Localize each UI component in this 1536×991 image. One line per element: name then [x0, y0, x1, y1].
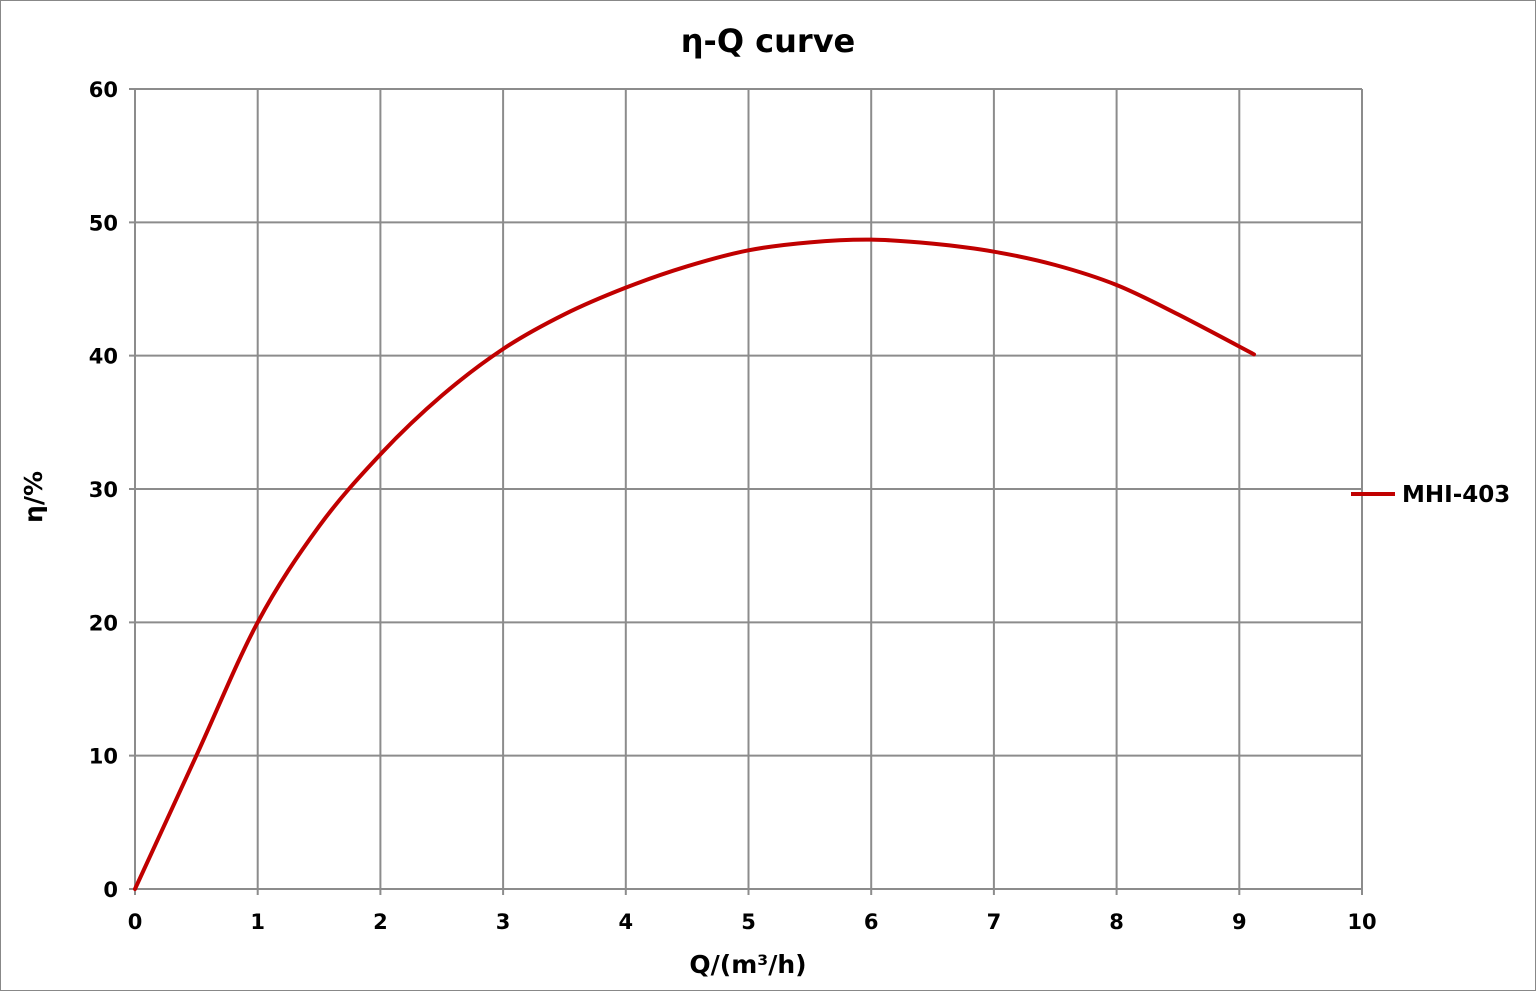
legend: MHI-403	[1351, 482, 1510, 508]
x-tick-label: 0	[128, 910, 143, 934]
series	[133, 237, 1257, 891]
legend-label: MHI-403	[1402, 482, 1510, 508]
grid	[129, 88, 1363, 895]
x-tick-label: 7	[987, 910, 1002, 934]
y-tick-label: 40	[89, 345, 118, 369]
x-tick-label: 2	[373, 910, 388, 934]
y-axis-label: η/%	[19, 471, 48, 523]
x-tick-label: 8	[1109, 910, 1124, 934]
x-axis-label: Q/(m³/h)	[689, 950, 806, 979]
y-tick-label: 50	[89, 211, 118, 235]
series-line-MHI-403	[133, 237, 1257, 891]
chart-title: η-Q curve	[681, 22, 856, 60]
x-tick-label: 9	[1232, 910, 1247, 934]
y-tick-label: 20	[89, 611, 118, 635]
y-tick-label: 30	[89, 478, 118, 502]
x-tick-label: 3	[496, 910, 511, 934]
y-tick-label: 10	[89, 745, 118, 769]
tick-labels: 0 1 2 3 4 5 6 7 8 9 10 0 10 20 30 40 50 60	[89, 78, 1377, 934]
x-tick-label: 6	[864, 910, 879, 934]
y-tick-label: 0	[103, 878, 118, 902]
x-tick-label: 4	[618, 910, 633, 934]
y-tick-label: 60	[89, 78, 118, 102]
x-tick-label: 1	[250, 910, 265, 934]
x-tick-label: 5	[741, 910, 756, 934]
x-tick-label: 10	[1347, 910, 1376, 934]
